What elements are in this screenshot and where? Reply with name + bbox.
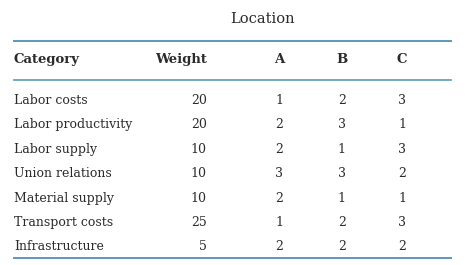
Text: Union relations: Union relations xyxy=(14,167,112,180)
Text: 3: 3 xyxy=(398,216,406,229)
Text: 1: 1 xyxy=(338,192,346,205)
Text: 25: 25 xyxy=(191,216,207,229)
Text: 2: 2 xyxy=(338,216,345,229)
Text: 1: 1 xyxy=(398,192,406,205)
Text: Infrastructure: Infrastructure xyxy=(14,240,104,253)
Text: 3: 3 xyxy=(398,143,406,156)
Text: Transport costs: Transport costs xyxy=(14,216,113,229)
Text: 1: 1 xyxy=(338,143,346,156)
Text: 2: 2 xyxy=(275,240,283,253)
Text: 2: 2 xyxy=(399,167,406,180)
Text: C: C xyxy=(397,53,407,66)
Text: 1: 1 xyxy=(275,216,283,229)
Text: 2: 2 xyxy=(275,143,283,156)
Text: 5: 5 xyxy=(199,240,207,253)
Text: 10: 10 xyxy=(191,143,207,156)
Text: Category: Category xyxy=(14,53,80,66)
Text: 3: 3 xyxy=(338,167,346,180)
Text: Labor productivity: Labor productivity xyxy=(14,118,133,131)
Text: 1: 1 xyxy=(398,118,406,131)
Text: Weight: Weight xyxy=(155,53,207,66)
Text: 2: 2 xyxy=(275,192,283,205)
Text: 2: 2 xyxy=(338,94,345,107)
Text: 2: 2 xyxy=(399,240,406,253)
Text: A: A xyxy=(274,53,284,66)
Text: Labor supply: Labor supply xyxy=(14,143,97,156)
Text: B: B xyxy=(336,53,347,66)
Text: 20: 20 xyxy=(191,118,207,131)
Text: 2: 2 xyxy=(275,118,283,131)
Text: Location: Location xyxy=(231,12,295,26)
Text: 2: 2 xyxy=(338,240,345,253)
Text: 20: 20 xyxy=(191,94,207,107)
Text: Labor costs: Labor costs xyxy=(14,94,87,107)
Text: 3: 3 xyxy=(398,94,406,107)
Text: 10: 10 xyxy=(191,192,207,205)
Text: 3: 3 xyxy=(275,167,283,180)
Text: Material supply: Material supply xyxy=(14,192,114,205)
Text: 10: 10 xyxy=(191,167,207,180)
Text: 3: 3 xyxy=(338,118,346,131)
Text: 1: 1 xyxy=(275,94,283,107)
